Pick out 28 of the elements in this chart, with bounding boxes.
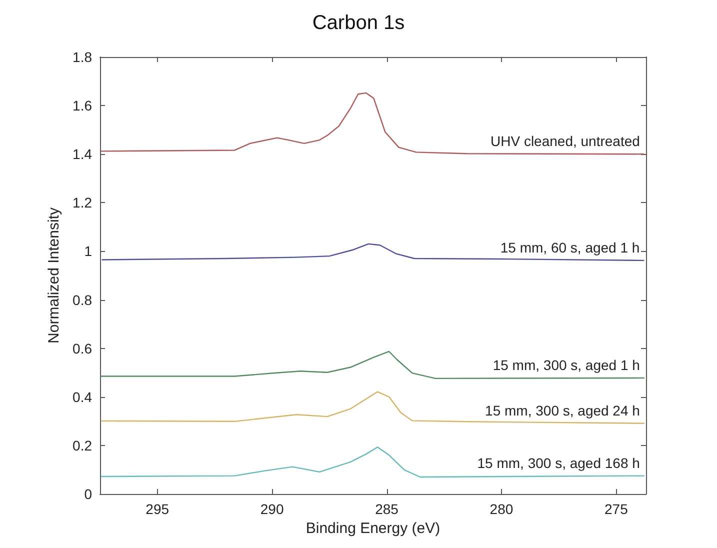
y-tick-label: 1.2	[72, 194, 92, 211]
line-series	[100, 391, 645, 424]
series-label: 15 mm, 60 s, aged 1 h	[500, 239, 640, 256]
x-axis-title: Binding Energy (eV)	[306, 520, 440, 537]
y-tick-label: 1.4	[72, 146, 92, 162]
y-tick-label: 0.2	[72, 437, 92, 454]
series-label: UHV cleaned, untreated	[490, 133, 640, 150]
series-label: 15 mm, 300 s, aged 1 h	[492, 356, 640, 373]
y-tick-label: 0.8	[72, 292, 92, 308]
x-tick-label: 280	[490, 501, 514, 517]
line-series	[102, 243, 644, 262]
x-tick-label: 290	[260, 501, 284, 517]
line-series	[100, 350, 645, 380]
chart-title: Carbon 1s	[312, 12, 405, 34]
x-tick-label: 275	[604, 501, 628, 517]
x-tick-label: 285	[375, 501, 399, 517]
y-tick-label: 1.6	[72, 98, 92, 114]
y-tick-label: 0.6	[72, 340, 92, 356]
line-series	[100, 92, 645, 155]
y-tick-label: 1	[84, 243, 92, 260]
line-series	[100, 446, 645, 478]
y-tick-label: 0	[84, 486, 92, 502]
y-tick-label: 0.4	[72, 388, 92, 405]
x-tick-label: 295	[146, 501, 170, 517]
y-axis-title: Normalized Intensity	[46, 207, 63, 344]
y-tick-label: 1.8	[72, 49, 92, 65]
series-label: 15 mm, 300 s, aged 168 h	[477, 454, 640, 471]
series-label: 15 mm, 300 s, aged 24 h	[485, 402, 640, 418]
